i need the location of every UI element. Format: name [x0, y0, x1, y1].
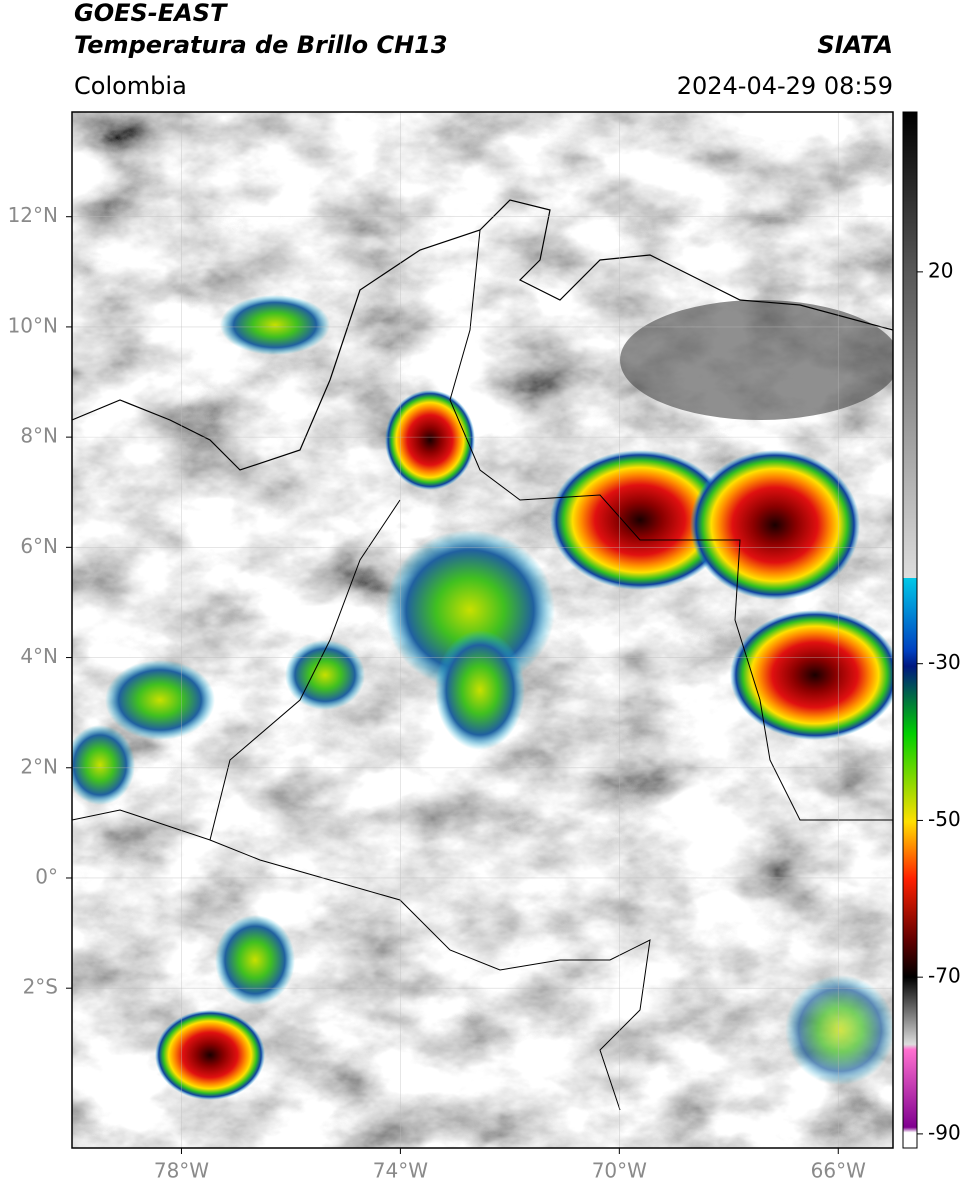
convection	[785, 975, 893, 1085]
coastline	[72, 199, 893, 471]
border	[72, 499, 401, 841]
organization: SIATA	[817, 31, 893, 59]
y-tick-label: 12°N	[8, 203, 58, 227]
y-tick-label: 10°N	[8, 313, 58, 337]
colorbar-tick-label: -50	[928, 807, 961, 831]
storm	[385, 390, 475, 490]
dark-area	[620, 300, 893, 420]
convection	[105, 660, 215, 740]
convection	[435, 630, 525, 750]
region: Colombia	[74, 72, 187, 100]
colorbar	[902, 111, 918, 1149]
colorbar-tick-label: 20	[928, 258, 953, 282]
storm	[155, 1010, 265, 1100]
satellite: GOES-EAST	[74, 0, 228, 27]
border	[449, 229, 893, 821]
colorbar-tick-label: -30	[928, 650, 961, 674]
y-tick-label: 8°N	[20, 424, 58, 448]
datetime: 2024-04-29 08:59	[677, 72, 893, 100]
border	[209, 839, 651, 1111]
y-tick-label: 4°N	[20, 644, 58, 668]
x-tick-label: 66°W	[811, 1159, 866, 1183]
y-tick-label: 0°	[35, 864, 58, 888]
map-image	[72, 112, 893, 1148]
x-tick-label: 70°W	[592, 1159, 647, 1183]
storm	[730, 610, 893, 740]
x-tick-label: 78°W	[154, 1159, 209, 1183]
y-tick-label: 2°S	[23, 975, 58, 999]
y-tick-label: 2°N	[20, 754, 58, 778]
colorbar-tick-label: -90	[928, 1120, 961, 1144]
y-tick-label: 6°N	[20, 534, 58, 558]
convection	[215, 915, 295, 1005]
storm	[690, 450, 860, 600]
map-frame	[71, 111, 894, 1149]
product: Temperatura de Brillo CH13	[74, 31, 448, 59]
storm	[550, 450, 730, 590]
convection	[72, 725, 135, 805]
colorbar-tick-label: -70	[928, 964, 961, 988]
grid	[72, 112, 893, 1148]
convection	[220, 295, 330, 355]
x-tick-label: 74°W	[373, 1159, 428, 1183]
